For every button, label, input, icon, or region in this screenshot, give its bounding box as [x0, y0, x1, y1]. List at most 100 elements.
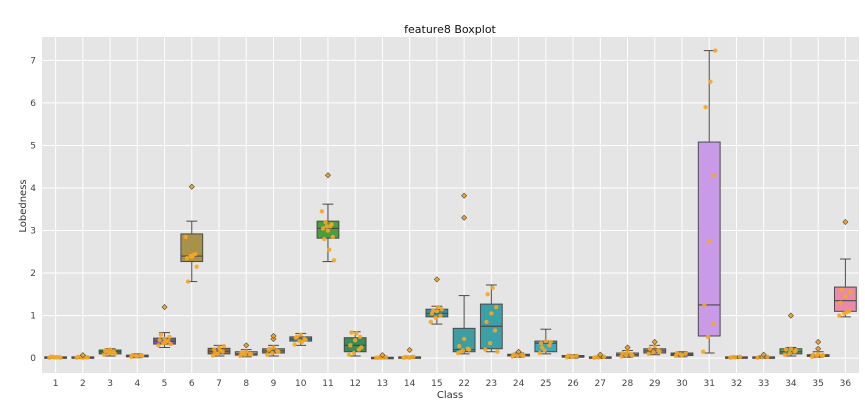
data-point [783, 347, 789, 352]
x-tick-label: 6 [189, 379, 195, 389]
data-point [135, 354, 140, 359]
data-point [276, 349, 281, 354]
outlier-point [270, 332, 277, 340]
outlier-point [624, 344, 631, 351]
box-class-33 [752, 351, 776, 360]
data-point [434, 309, 440, 314]
outlier-point [815, 345, 822, 352]
box-class-35 [806, 338, 830, 360]
data-point [624, 352, 629, 358]
y-tick-label: 5 [30, 141, 36, 151]
outlier-point [188, 183, 195, 190]
data-point [325, 228, 331, 233]
x-tick-label: 29 [649, 379, 661, 389]
data-point [844, 309, 849, 315]
y-tick-label: 0 [30, 354, 36, 364]
data-point [815, 351, 821, 357]
data-point [543, 338, 549, 344]
box-class-29 [643, 338, 667, 357]
box-class-10 [289, 332, 313, 347]
data-point [679, 352, 685, 358]
outlier-point [461, 214, 468, 221]
data-point [646, 351, 651, 357]
x-tick-label: 11 [322, 379, 333, 389]
data-point [710, 321, 716, 327]
data-point [705, 334, 711, 340]
data-point [683, 351, 688, 357]
data-point [267, 346, 273, 351]
data-point [521, 353, 526, 359]
data-point [487, 341, 493, 346]
box-class-11 [316, 172, 340, 263]
data-point [237, 353, 243, 359]
data-point [357, 334, 363, 340]
data-point [811, 352, 816, 357]
data-point [218, 348, 223, 353]
data-point [457, 344, 462, 349]
data-point [428, 319, 433, 325]
outlier-point [760, 351, 767, 358]
data-point [494, 304, 499, 310]
data-point [294, 334, 300, 340]
outlier-point [406, 347, 413, 354]
x-tick-label: 32 [731, 379, 742, 389]
data-point [652, 344, 657, 349]
data-point [702, 302, 707, 308]
box-class-15 [425, 276, 449, 325]
y-tick-label: 3 [30, 227, 36, 237]
outlier-point [651, 338, 658, 345]
data-point [484, 319, 489, 325]
data-point [346, 352, 352, 357]
data-point [729, 355, 734, 360]
data-point [438, 313, 443, 318]
data-point [511, 352, 516, 357]
data-point [248, 352, 254, 357]
data-point [348, 343, 353, 348]
data-point [700, 349, 706, 354]
box-class-24 [507, 348, 530, 359]
data-point [157, 338, 162, 343]
data-point [270, 350, 275, 356]
data-point [538, 341, 544, 346]
data-point [708, 79, 713, 84]
data-point [788, 346, 794, 351]
chart-title: feature8 Boxplot [404, 23, 496, 36]
x-tick-label: 25 [540, 379, 551, 389]
box-class-26 [561, 353, 585, 360]
data-point [75, 354, 81, 360]
x-tick-label: 4 [134, 379, 140, 389]
x-tick-label: 26 [567, 379, 579, 389]
y-tick-label: 1 [30, 312, 36, 322]
x-tick-label: 24 [513, 379, 525, 389]
data-point [194, 264, 199, 269]
data-point [439, 307, 444, 312]
data-point [461, 336, 467, 342]
data-point [298, 332, 303, 337]
x-tick-label: 34 [785, 379, 797, 389]
box-class-13 [371, 352, 394, 360]
box-class-30 [670, 350, 694, 359]
box-class-1 [44, 354, 68, 360]
x-tick-label: 7 [216, 379, 222, 389]
box-class-28 [616, 344, 639, 359]
outlier-point [597, 351, 604, 358]
data-point [185, 279, 191, 284]
box-class-5 [153, 304, 176, 348]
data-point [466, 347, 472, 352]
data-point [303, 337, 308, 343]
data-point [707, 238, 712, 244]
data-point [54, 355, 60, 360]
outlier-point [379, 352, 386, 359]
data-point [411, 354, 416, 360]
data-point [407, 355, 412, 360]
box-class-27 [588, 351, 612, 360]
box-class-14 [398, 347, 422, 360]
data-point [359, 345, 364, 350]
data-point [485, 292, 490, 297]
data-point [349, 330, 354, 335]
x-tick-label: 35 [812, 379, 823, 389]
box-class-25 [534, 328, 558, 356]
box-class-12 [343, 330, 367, 357]
data-point [848, 289, 853, 295]
data-point [733, 355, 738, 360]
